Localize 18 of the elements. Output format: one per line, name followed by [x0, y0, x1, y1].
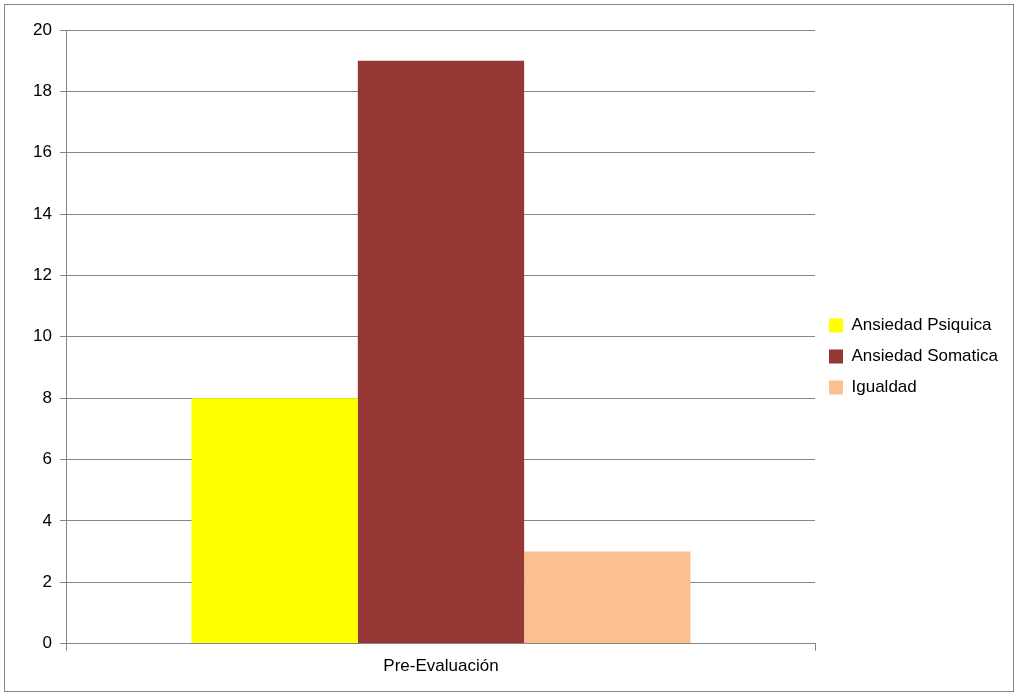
bar — [524, 551, 691, 644]
bar — [191, 398, 358, 644]
y-tick-label: 4 — [42, 510, 52, 530]
x-tick-label: Pre-Evaluación — [383, 656, 499, 676]
y-tick-label: 20 — [32, 19, 52, 39]
y-tick-label: 14 — [32, 203, 52, 223]
legend-label: Ansiedad Psiquica — [851, 315, 992, 335]
bar — [357, 60, 525, 644]
y-tick-label: 8 — [42, 387, 52, 407]
y-tick-label: 16 — [32, 142, 52, 162]
y-tick-label: 18 — [32, 81, 52, 101]
y-tick-label: 10 — [32, 326, 52, 346]
y-tick-label: 2 — [42, 571, 52, 591]
legend-label: Igualdad — [851, 377, 917, 397]
y-tick-label: 6 — [42, 449, 52, 469]
y-tick-label: 0 — [42, 633, 52, 653]
legend-label: Ansiedad Somatica — [851, 346, 999, 366]
y-tick-label: 12 — [32, 265, 52, 285]
